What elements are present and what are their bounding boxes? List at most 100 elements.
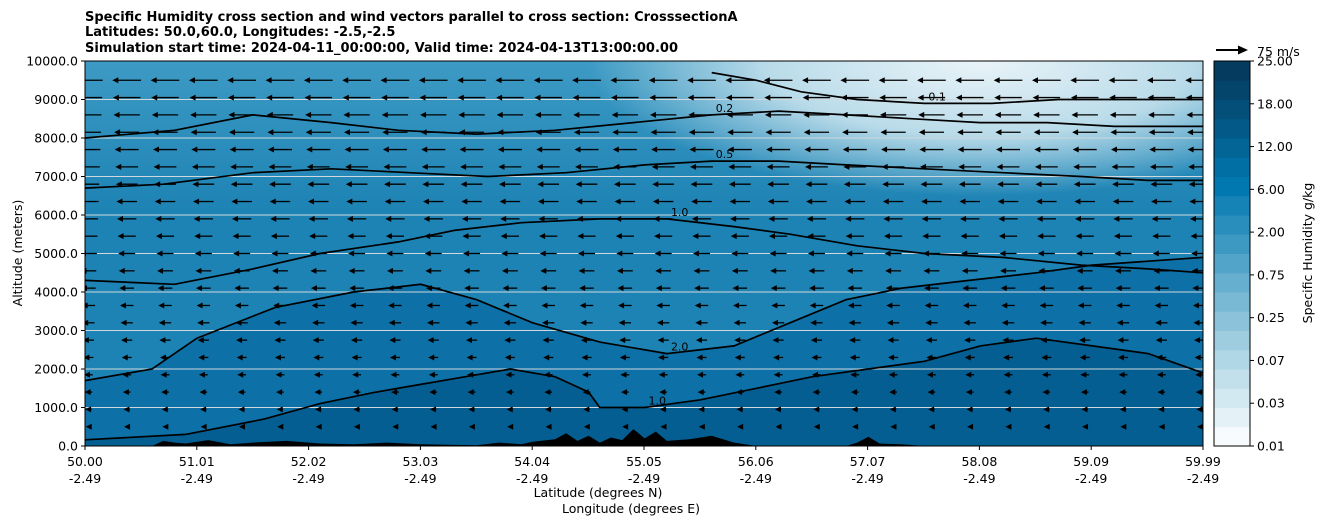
wind-vector <box>659 406 667 413</box>
wind-vector <box>1152 233 1171 240</box>
wind-vector <box>1076 250 1094 257</box>
wind-vector <box>348 250 366 257</box>
wind-vector <box>192 181 215 188</box>
wind-vector <box>882 198 904 205</box>
wind-vector <box>421 146 446 153</box>
wind-vector <box>1116 302 1130 309</box>
wind-vector <box>430 406 437 413</box>
wind-vector <box>420 111 447 118</box>
wind-vector <box>382 129 408 136</box>
wind-vector <box>231 215 252 222</box>
wind-vector <box>267 146 292 153</box>
wind-vector <box>1003 371 1013 378</box>
wind-vector <box>427 337 439 344</box>
wind-vector <box>611 111 639 118</box>
colorbar-tick-label: 2.00 <box>1257 225 1285 240</box>
wind-vector <box>1041 371 1051 378</box>
wind-vector <box>580 337 593 344</box>
wind-vector <box>843 181 866 188</box>
wind-vector <box>807 233 826 240</box>
wind-vector <box>1146 77 1176 84</box>
wind-vector <box>313 354 324 361</box>
wind-vector <box>1073 181 1096 188</box>
wind-vector <box>886 302 900 309</box>
wind-vector <box>615 215 635 222</box>
wind-vector <box>386 250 404 257</box>
wind-vector <box>85 114 102 116</box>
wind-vector <box>237 389 246 396</box>
wind-vector <box>273 302 287 309</box>
wind-vector <box>463 267 480 274</box>
wind-vector <box>851 406 858 413</box>
y-tick-label: 7000.0 <box>34 169 78 184</box>
wind-vector <box>957 129 983 136</box>
wind-vector <box>155 215 175 222</box>
x-axis-label-longitude: Longitude (degrees E) <box>562 501 700 516</box>
wind-vector <box>313 371 323 378</box>
wind-vector <box>806 198 827 205</box>
contour-label: 0.1 <box>928 90 946 103</box>
wind-vector <box>768 215 788 222</box>
wind-vector <box>1193 319 1203 326</box>
wind-vector <box>770 285 786 292</box>
wind-vector <box>534 94 562 101</box>
wind-vector <box>308 198 329 205</box>
wind-vector <box>1109 94 1137 101</box>
wind-vector <box>613 163 637 170</box>
wind-vector <box>272 267 288 274</box>
wind-vector <box>962 302 977 309</box>
y-tick-label: 2000.0 <box>34 362 78 377</box>
wind-vector <box>533 77 563 84</box>
wind-vector <box>158 302 172 309</box>
wind-vector <box>195 267 212 274</box>
wind-vector <box>197 337 209 344</box>
wind-vector <box>996 146 1021 153</box>
wind-vector <box>690 181 713 188</box>
wind-vector <box>656 302 670 309</box>
wind-vector <box>1040 337 1052 344</box>
wind-vector <box>810 337 823 344</box>
wind-vector <box>1079 337 1091 344</box>
wind-vector <box>960 215 980 222</box>
wind-vector <box>1037 250 1055 257</box>
wind-vector <box>153 163 177 170</box>
wind-vector <box>847 285 863 292</box>
wind-vector <box>1004 406 1012 413</box>
wind-vector <box>236 337 248 344</box>
wind-vector <box>272 285 288 292</box>
wind-vector <box>766 146 791 153</box>
colorbar-tick-label: 12.00 <box>1257 139 1293 154</box>
wind-vector <box>381 94 409 101</box>
wind-vector <box>883 233 903 240</box>
wind-vector <box>927 389 936 396</box>
wind-vector <box>728 181 751 188</box>
wind-vector <box>1082 423 1089 430</box>
wind-vector <box>425 267 442 274</box>
wind-vector <box>840 94 869 101</box>
wind-vector <box>697 371 706 378</box>
wind-vector <box>809 302 824 309</box>
wind-vector <box>965 389 974 396</box>
wind-vector <box>238 406 245 413</box>
wind-vector <box>542 337 554 344</box>
wind-vector <box>890 423 897 430</box>
wind-vector <box>653 215 673 222</box>
wind-vector <box>612 129 638 136</box>
wind-vector <box>997 198 1019 205</box>
wind-vector <box>85 131 101 133</box>
wind-vector <box>1151 198 1172 205</box>
contour-label: 0.2 <box>716 102 734 115</box>
x-tick-lon: -2.49 <box>181 471 213 486</box>
wind-vector <box>807 250 825 257</box>
wind-vector <box>1187 129 1203 136</box>
wind-vector <box>1033 129 1059 136</box>
wind-vector <box>346 198 367 205</box>
wind-vector <box>693 267 710 274</box>
wind-vector <box>1155 337 1167 344</box>
y-tick-label: 8000.0 <box>34 131 78 146</box>
wind-vector <box>765 129 791 136</box>
wind-vector <box>845 215 865 222</box>
wind-vector <box>698 406 705 413</box>
wind-vector <box>115 163 139 170</box>
wind-vector <box>85 337 94 344</box>
